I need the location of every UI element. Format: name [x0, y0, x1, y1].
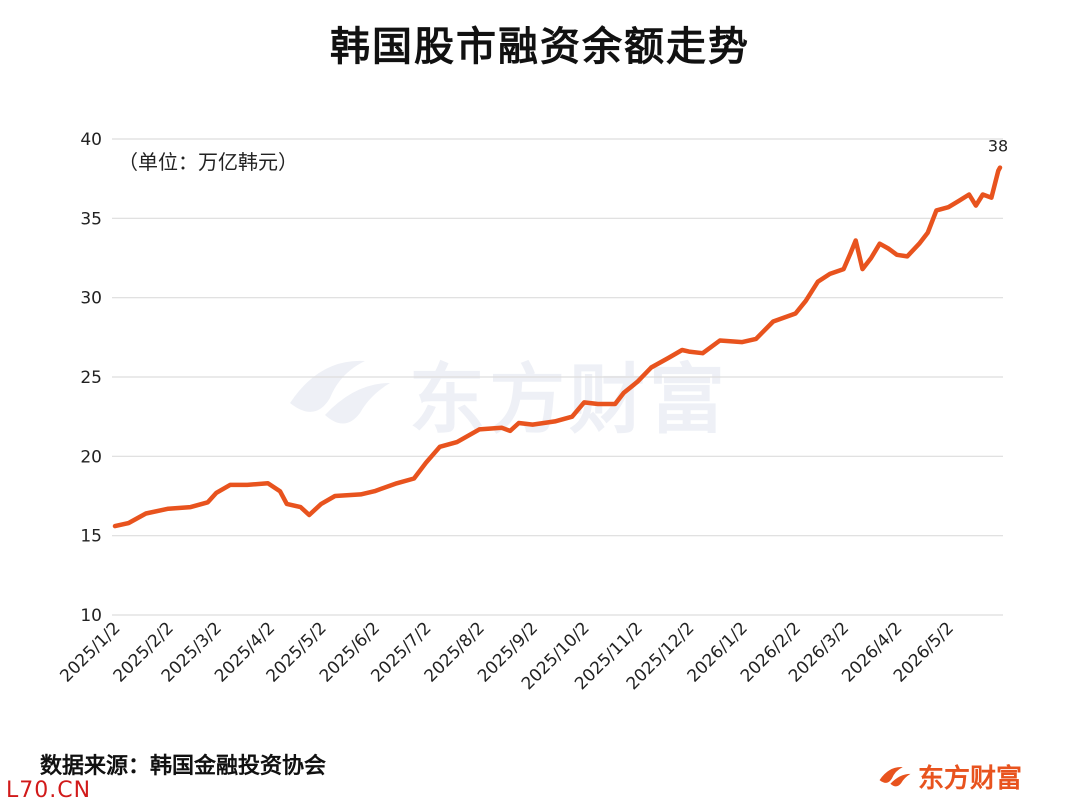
data-source: 数据来源：韩国金融投资协会 — [40, 754, 327, 779]
x-axis-ticks: 2025/1/22025/2/22025/3/22025/4/22025/5/2… — [56, 618, 958, 694]
brand-logo: 东方财富 — [878, 758, 1022, 795]
brand-text: 东方财富 — [918, 764, 1023, 794]
y-tick-label: 25 — [80, 368, 102, 388]
series-line — [112, 165, 1003, 529]
site-mark: L70.CN — [6, 778, 92, 803]
y-tick-label: 20 — [80, 447, 102, 467]
y-tick-label: 40 — [80, 130, 102, 150]
chart-title: 韩国股市融资余额走势 — [330, 24, 750, 70]
unit-label: （单位：万亿韩元） — [118, 150, 298, 174]
y-tick-label: 30 — [80, 289, 102, 309]
grid-lines — [112, 138, 1003, 616]
y-tick-label: 35 — [80, 209, 102, 229]
end-data-label: 38 — [988, 137, 1008, 156]
y-axis-ticks: 10 15 20 25 30 35 40 — [80, 130, 102, 626]
y-tick-label: 15 — [80, 527, 102, 547]
y-tick-label: 10 — [80, 606, 102, 626]
line-chart: 10 15 20 25 30 35 40 2025/1/22025/2/22025/3/22… — [56, 130, 1008, 694]
brand-logo-icon — [879, 766, 911, 786]
